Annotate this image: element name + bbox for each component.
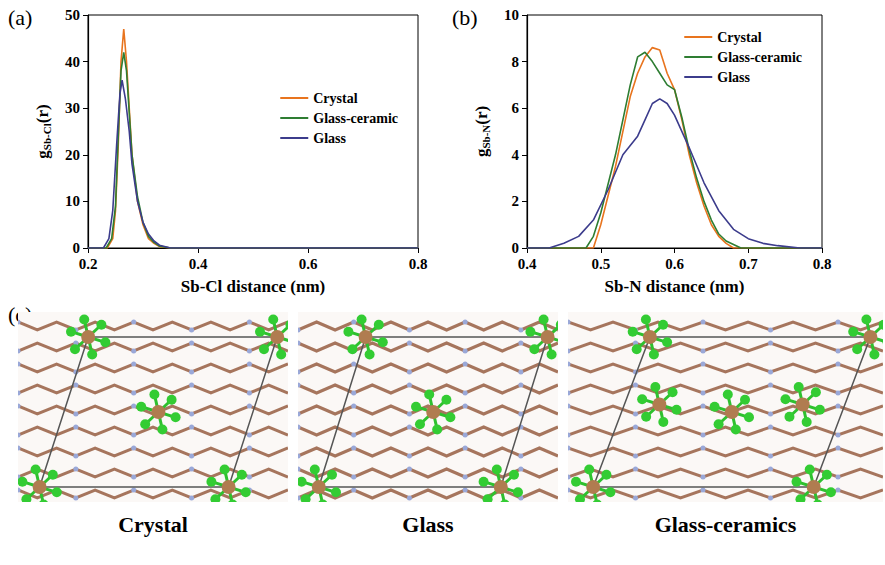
svg-text:50: 50 [65, 7, 80, 23]
svg-text:30: 30 [65, 100, 80, 116]
svg-text:0.8: 0.8 [409, 256, 428, 272]
svg-text:2: 2 [512, 193, 520, 209]
svg-text:g: g [33, 150, 52, 159]
svg-text:Sb-N: Sb-N [480, 125, 492, 149]
svg-text:(b): (b) [452, 5, 478, 30]
svg-text:20: 20 [65, 147, 80, 163]
svg-text:(r): (r) [33, 104, 52, 123]
svg-text:40: 40 [65, 54, 80, 70]
svg-text:0: 0 [512, 240, 520, 256]
svg-text:0.8: 0.8 [813, 256, 832, 272]
svg-text:g: g [472, 148, 491, 158]
svg-text:0.6: 0.6 [665, 256, 684, 272]
svg-text:4: 4 [512, 147, 520, 163]
svg-text:Glass-ceramic: Glass-ceramic [313, 111, 398, 126]
svg-text:Sb-Cl distance (nm): Sb-Cl distance (nm) [181, 277, 326, 296]
svg-text:0.6: 0.6 [299, 256, 318, 272]
svg-text:0.2: 0.2 [79, 256, 98, 272]
svg-text:Sb-Cl: Sb-Cl [41, 123, 53, 150]
svg-text:Crystal: Crystal [717, 30, 761, 45]
svg-text:10: 10 [504, 7, 519, 23]
svg-text:8: 8 [512, 54, 520, 70]
svg-text:Glass-ceramics: Glass-ceramics [655, 512, 797, 537]
svg-text:0.4: 0.4 [518, 256, 537, 272]
svg-text:Glass-ceramic: Glass-ceramic [717, 50, 802, 65]
svg-text:Crystal: Crystal [313, 91, 357, 106]
svg-text:10: 10 [65, 193, 80, 209]
svg-text:0.4: 0.4 [189, 256, 208, 272]
svg-text:0: 0 [73, 240, 81, 256]
svg-text:0.7: 0.7 [739, 256, 758, 272]
svg-text:Crystal: Crystal [118, 512, 188, 537]
svg-text:Glass: Glass [313, 131, 346, 146]
svg-text:0.5: 0.5 [591, 256, 610, 272]
svg-text:(a): (a) [8, 5, 32, 30]
svg-text:Sb-N distance (nm): Sb-N distance (nm) [605, 277, 745, 296]
svg-text:(r): (r) [472, 106, 491, 125]
svg-text:Glass: Glass [717, 70, 750, 85]
svg-text:6: 6 [512, 100, 520, 116]
svg-text:Glass: Glass [402, 512, 454, 537]
